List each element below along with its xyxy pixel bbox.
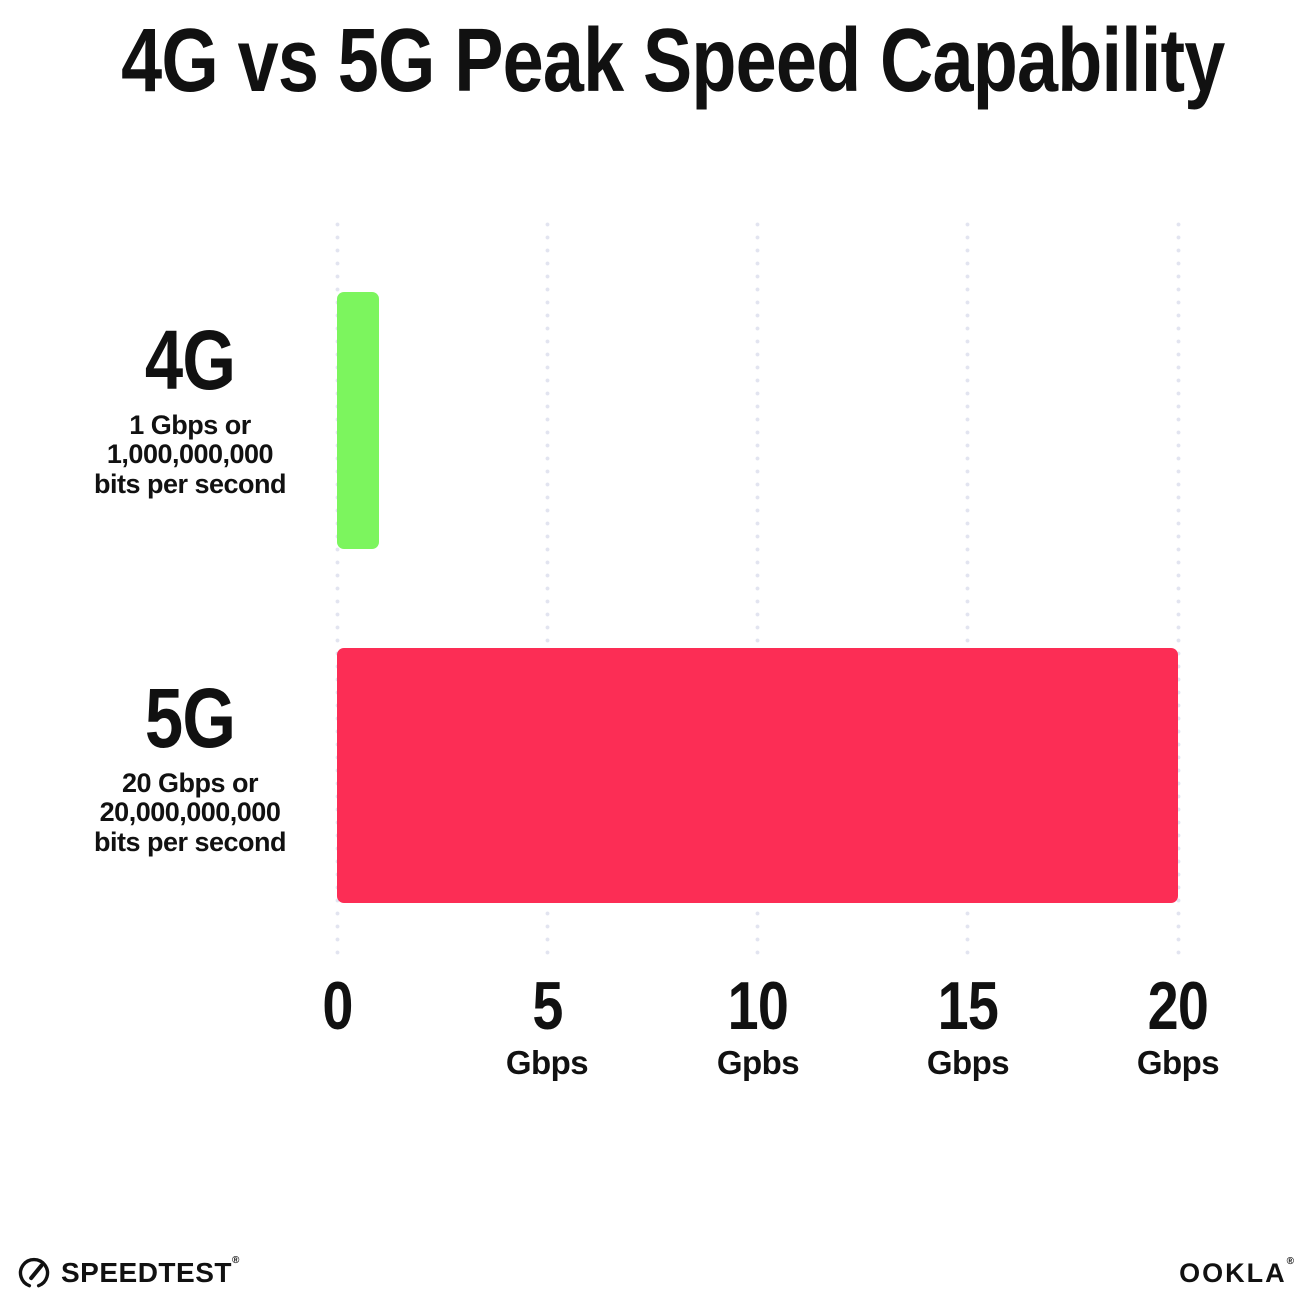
xaxis-tick-0-value: 0 <box>227 972 447 1040</box>
xaxis-tick-0-number: 0 <box>321 968 353 1044</box>
speedtest-gauge-icon <box>18 1257 50 1288</box>
row-label-4g-desc-line1: 1 Gbps or <box>129 410 251 440</box>
row-label-4g: 4G 1 Gbps or 1,000,000,000 bits per seco… <box>40 318 340 499</box>
row-label-4g-text: 4G <box>144 313 236 407</box>
row-label-5g-desc-line1: 20 Gbps or <box>121 768 259 798</box>
row-label-4g-desc-line2: 1,000,000,000 <box>106 439 274 470</box>
xaxis-tick-15: 15 Gbps <box>858 972 1078 1079</box>
ookla-wordmark: OOKLA <box>1179 1258 1287 1288</box>
xaxis-tick-20-unit: Gbps <box>1136 1044 1220 1081</box>
row-label-5g-desc-line2: 20,000,000,000 <box>99 797 281 828</box>
row-label-4g-title: 4G <box>40 318 340 402</box>
xaxis-tick-10: 10 Gpbs <box>648 972 868 1079</box>
row-label-5g: 5G 20 Gbps or 20,000,000,000 bits per se… <box>40 676 340 857</box>
xaxis-tick-20: 20 Gbps <box>1068 972 1288 1079</box>
row-label-5g-text: 5G <box>144 671 236 765</box>
xaxis-tick-5-number: 5 <box>531 968 563 1044</box>
gridline-10 <box>755 222 760 958</box>
page-title-text: 4G vs 5G Peak Speed Capability <box>121 11 1225 111</box>
speedtest-logo: SPEEDTEST® <box>16 1255 240 1291</box>
xaxis-tick-5-value: 5 <box>437 972 657 1040</box>
gridline-5 <box>544 222 550 958</box>
xaxis-tick-15-unit: Gbps <box>926 1044 1010 1081</box>
speedtest-trademark: ® <box>231 1255 240 1266</box>
xaxis-tick-10-value: 10 <box>648 972 868 1040</box>
bar-4g <box>337 292 380 549</box>
speedtest-brand-text: SPEEDTEST <box>61 1257 232 1288</box>
xaxis-tick-10-unit: Gpbs <box>716 1044 800 1081</box>
xaxis-tick-15-number: 15 <box>937 968 999 1044</box>
gridline-0 <box>334 222 340 958</box>
row-label-5g-desc: 20 Gbps or 20,000,000,000 bits per secon… <box>40 768 340 857</box>
xaxis-tick-5: 5 Gbps <box>437 972 657 1079</box>
row-label-5g-desc-line3: bits per second <box>93 826 287 857</box>
xaxis-tick-20-number: 20 <box>1147 968 1209 1044</box>
page-title: 4G vs 5G Peak Speed Capability <box>0 14 1308 109</box>
row-label-4g-desc-line3: bits per second <box>93 468 287 499</box>
xaxis-tick-10-number: 10 <box>727 968 789 1044</box>
xaxis-tick-0: 0 <box>227 972 447 1046</box>
xaxis-tick-20-value: 20 <box>1068 972 1288 1040</box>
gridline-15 <box>965 222 971 958</box>
plot-area <box>334 222 1181 958</box>
xaxis-tick-15-value: 15 <box>858 972 1078 1040</box>
row-label-4g-desc: 1 Gbps or 1,000,000,000 bits per second <box>40 410 340 499</box>
row-label-5g-title: 5G <box>40 676 340 760</box>
bar-5g <box>337 648 1178 903</box>
xaxis-tick-5-unit: Gbps <box>505 1044 589 1081</box>
gridline-20 <box>1175 222 1181 958</box>
ookla-logo: OOKLA® <box>1179 1256 1296 1289</box>
ookla-trademark: ® <box>1286 1256 1296 1267</box>
speedtest-wordmark: SPEEDTEST® <box>61 1255 240 1289</box>
